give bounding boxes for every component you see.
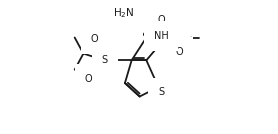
Text: O: O (90, 34, 98, 44)
Text: S: S (102, 55, 108, 65)
Text: NH: NH (119, 18, 134, 28)
Text: O: O (84, 74, 92, 84)
Text: O: O (157, 15, 165, 25)
Text: O: O (175, 47, 183, 57)
Text: H$_2$N: H$_2$N (113, 7, 135, 20)
Text: S: S (158, 88, 164, 97)
Text: NH: NH (154, 31, 168, 41)
